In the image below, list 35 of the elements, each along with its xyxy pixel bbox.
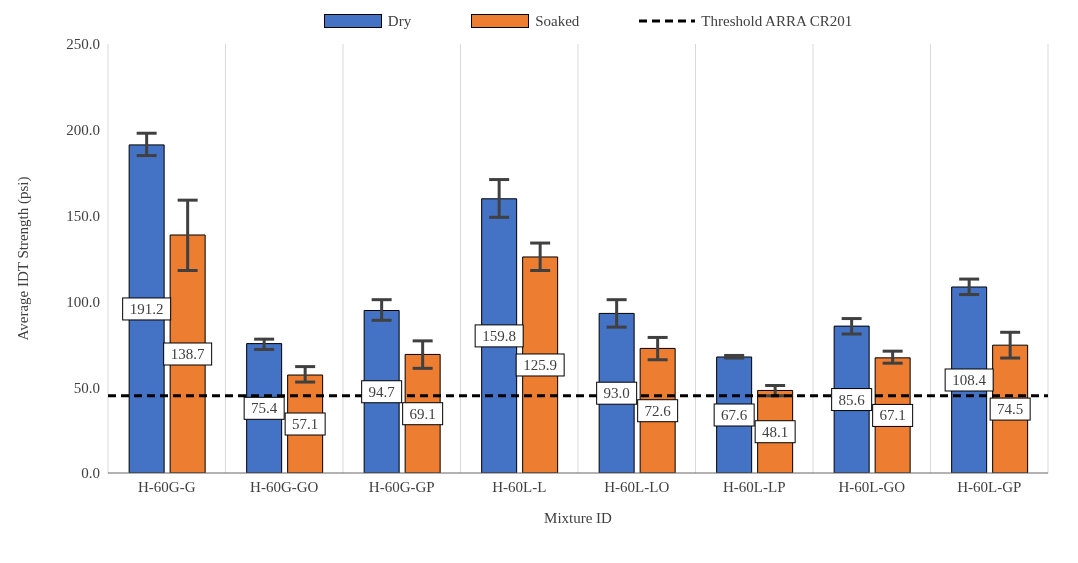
y-tick-label: 250.0 xyxy=(66,36,100,53)
legend-label: Dry xyxy=(387,12,412,30)
y-tick-label: 0.0 xyxy=(81,465,100,482)
data-label: 191.2 xyxy=(129,300,164,317)
data-label: 159.8 xyxy=(482,327,517,344)
x-axis-title: Mixture ID xyxy=(544,510,613,526)
x-tick-label: H-60L-LP xyxy=(723,478,786,495)
legend-label: Threshold ARRA CR201 xyxy=(701,12,853,30)
data-label: 125.9 xyxy=(523,356,558,373)
data-label: 67.1 xyxy=(879,407,906,424)
data-label: 138.7 xyxy=(170,346,206,362)
data-label: 48.1 xyxy=(762,423,789,440)
x-tick-label: H-60G-G xyxy=(138,478,196,495)
y-tick-label: 50.0 xyxy=(73,379,100,396)
data-label: 57.1 xyxy=(292,416,319,433)
data-label: 74.5 xyxy=(997,401,1024,418)
y-axis-title: Average IDT Strength (psi) xyxy=(15,176,33,341)
data-label: 67.6 xyxy=(721,407,748,423)
x-tick-label: H-60L-L xyxy=(492,478,547,495)
x-tick-label: H-60L-GP xyxy=(957,478,1022,495)
y-tick-label: 200.0 xyxy=(66,122,100,139)
data-label: 94.7 xyxy=(368,383,396,400)
x-tick-label: H-60G-GO xyxy=(250,478,319,495)
x-tick-label: H-60G-GP xyxy=(368,478,435,495)
data-label: 93.0 xyxy=(603,385,630,402)
x-tick-label: H-60L-LO xyxy=(604,478,670,495)
x-tick-label: H-60L-GO xyxy=(838,478,906,495)
data-label: 108.4 xyxy=(952,371,987,388)
data-label: 72.6 xyxy=(644,402,672,419)
y-tick-label: 150.0 xyxy=(66,207,100,224)
y-tick-label: 100.0 xyxy=(66,293,100,310)
legend-label: Soaked xyxy=(535,12,580,30)
data-label: 69.1 xyxy=(409,405,436,422)
data-label: 75.4 xyxy=(251,400,278,417)
data-label: 85.6 xyxy=(838,391,866,408)
